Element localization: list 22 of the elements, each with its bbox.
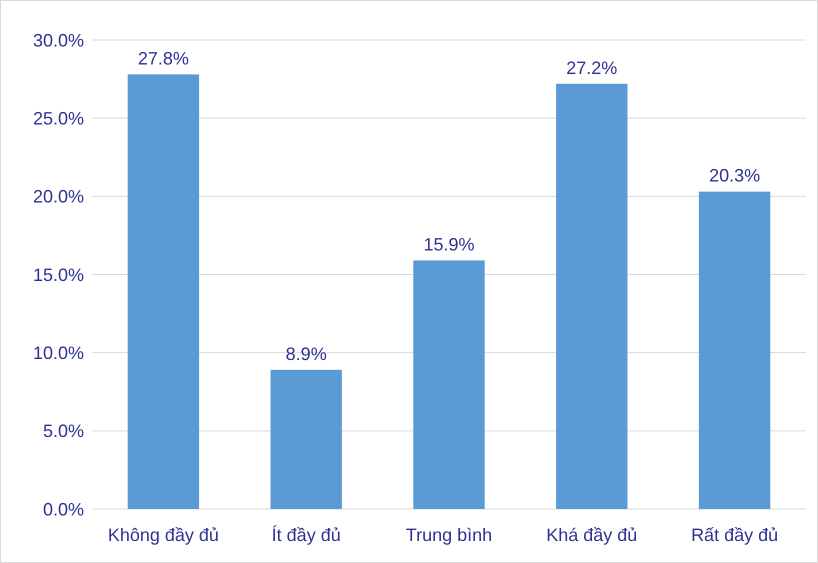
y-tick-label: 15.0% bbox=[32, 264, 84, 285]
x-tick-label: Khá đầy đủ bbox=[546, 525, 638, 545]
data-label: 20.3% bbox=[709, 166, 760, 186]
bar bbox=[413, 260, 485, 509]
data-label: 15.9% bbox=[423, 234, 475, 254]
y-tick-label: 10.0% bbox=[32, 342, 84, 363]
data-label: 8.9% bbox=[286, 344, 327, 364]
bar bbox=[270, 370, 342, 509]
bar bbox=[698, 192, 770, 509]
y-tick-label: 0.0% bbox=[42, 499, 84, 520]
data-label: 27.2% bbox=[566, 58, 618, 78]
x-tick-label: Không đầy đủ bbox=[108, 525, 219, 545]
bar bbox=[128, 74, 200, 509]
x-tick-label: Ít đầy đủ bbox=[272, 525, 341, 545]
y-tick-label: 20.0% bbox=[32, 186, 84, 207]
bar bbox=[556, 84, 628, 509]
data-label: 27.8% bbox=[138, 48, 189, 68]
x-tick-label: Trung bình bbox=[406, 525, 492, 545]
y-tick-label: 5.0% bbox=[42, 421, 84, 442]
y-tick-label: 30.0% bbox=[32, 30, 84, 50]
x-tick-label: Rất đầy đủ bbox=[691, 525, 778, 545]
y-tick-label: 25.0% bbox=[32, 108, 84, 128]
